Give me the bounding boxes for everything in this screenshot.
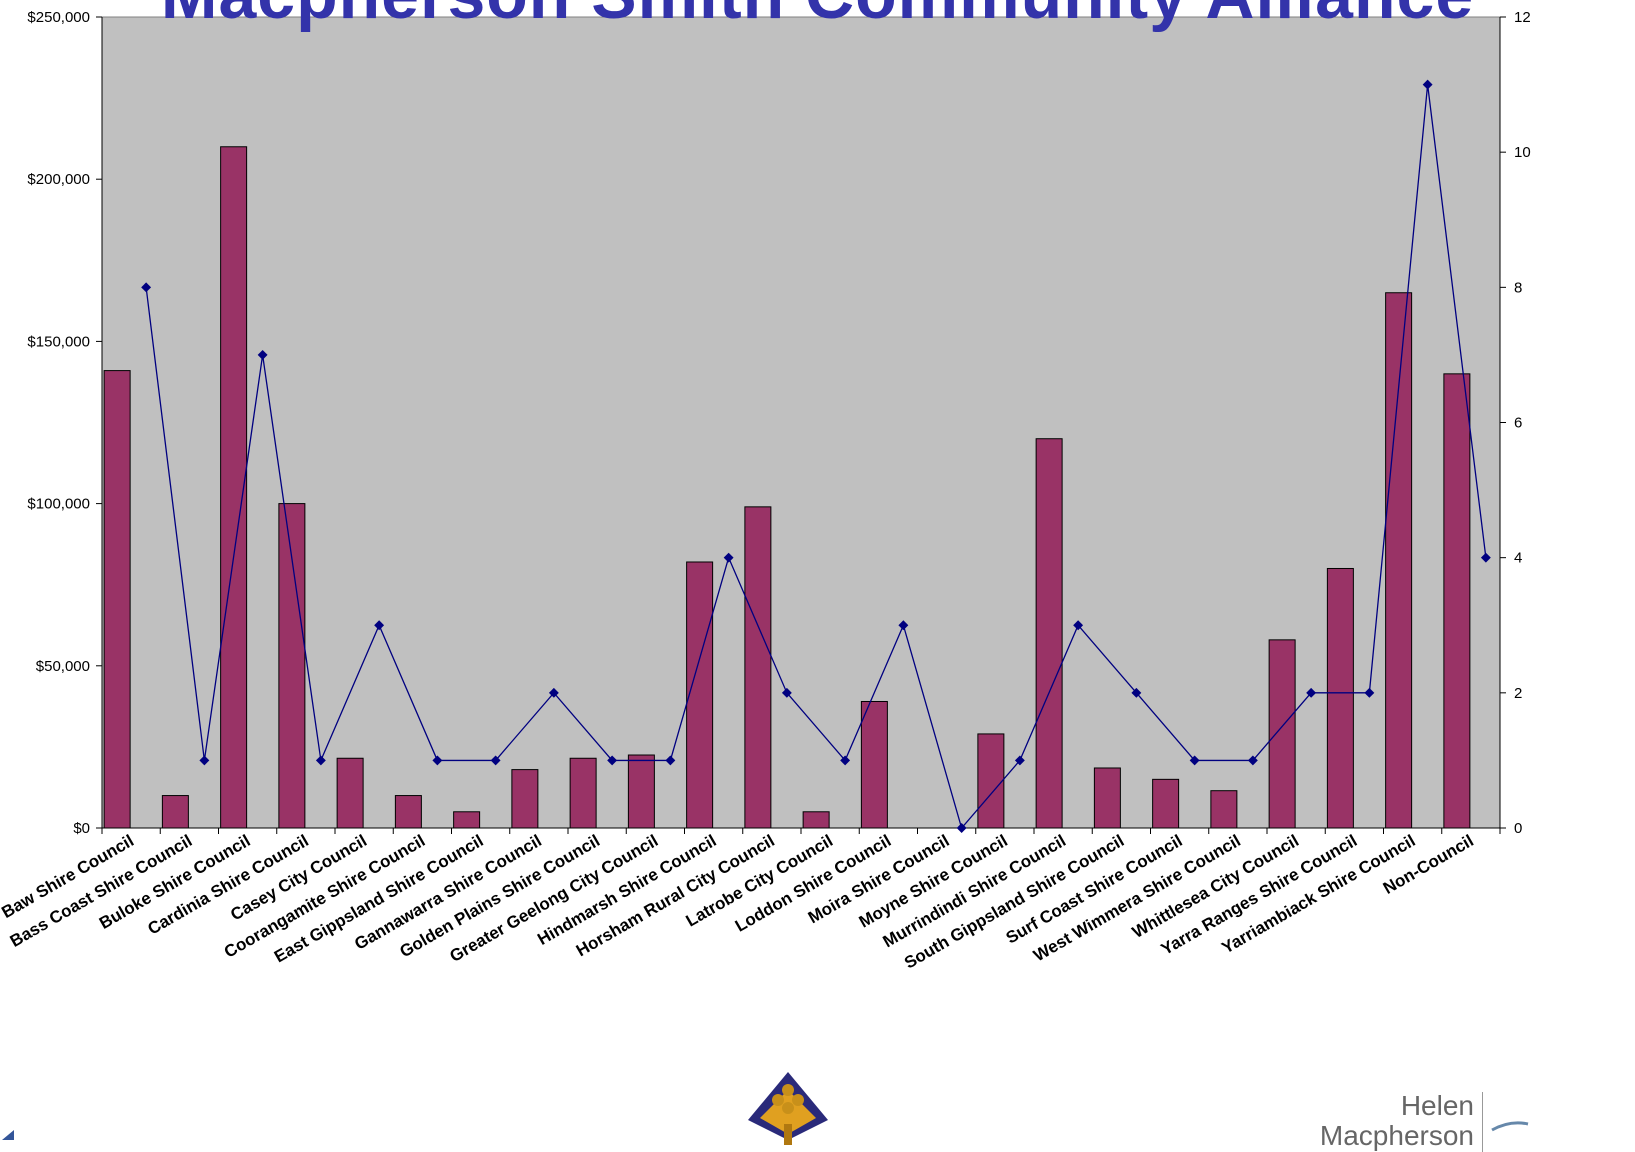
bar (336, 757, 364, 829)
bar (569, 757, 597, 829)
bar (744, 506, 772, 829)
count-point (1189, 755, 1200, 766)
bar (220, 146, 248, 829)
y-right-tick-label: 0 (1514, 820, 1522, 837)
bar (977, 733, 1005, 829)
count-point (490, 755, 501, 766)
count-point (956, 823, 967, 833)
count-point (1014, 755, 1025, 766)
count-point (315, 755, 326, 766)
count-point (1247, 755, 1258, 766)
count-point (898, 620, 909, 631)
count-point (840, 755, 851, 766)
y-left-tick-label: $200,000 (27, 171, 90, 188)
bar (394, 795, 422, 829)
count-point (781, 687, 792, 698)
bar (1093, 767, 1121, 829)
bar (1268, 639, 1296, 829)
bar (453, 811, 481, 829)
logo-line-1: Helen (1400, 1090, 1474, 1121)
bar (161, 795, 189, 829)
page-title: Macpherson Smith Community Alliance (0, 0, 1635, 30)
count-point (1306, 687, 1317, 698)
count-point (432, 755, 443, 766)
logo-divider (1482, 1092, 1483, 1152)
quill-icon (1491, 1121, 1529, 1132)
y-left-tick-label: $0 (73, 820, 90, 837)
bar (1326, 567, 1354, 829)
bar (511, 769, 539, 829)
bar (278, 503, 306, 829)
y-left-tick-label: $250,000 (27, 9, 90, 26)
y-right-tick-label: 4 (1514, 550, 1522, 567)
y-right-tick-label: 10 (1514, 144, 1531, 161)
count-line (145, 84, 1487, 830)
count-point (1073, 620, 1084, 631)
y-right-tick-label: 8 (1514, 279, 1522, 296)
count-point (1131, 687, 1142, 698)
y-right-tick-label: 12 (1514, 9, 1531, 26)
partial-logo-icon (2, 1130, 14, 1140)
bar (802, 811, 830, 829)
bar (1443, 373, 1471, 829)
bar (1210, 790, 1238, 829)
bar (627, 754, 655, 829)
y-right-tick-label: 6 (1514, 415, 1522, 432)
count-point (665, 755, 676, 766)
count-point (548, 687, 559, 698)
y-right-tick-label: 2 (1514, 685, 1522, 702)
count-point (374, 620, 385, 631)
count-point (1422, 79, 1433, 90)
y-left-tick-label: $150,000 (27, 333, 90, 350)
y-left-tick-label: $50,000 (36, 658, 90, 675)
bar (860, 700, 888, 829)
count-point (607, 755, 618, 766)
bar (103, 370, 131, 829)
y-left-tick-label: $100,000 (27, 496, 90, 513)
plot-area (101, 16, 1501, 829)
community-emblem-icon (748, 1072, 828, 1145)
count-point (1364, 687, 1375, 698)
bar (686, 561, 714, 829)
bar (1385, 292, 1413, 829)
count-point (1480, 552, 1491, 563)
count-point (199, 755, 210, 766)
count-point (141, 282, 152, 293)
count-point (723, 552, 734, 563)
count-point (257, 349, 268, 360)
bar (1152, 778, 1180, 829)
bar (1035, 438, 1063, 829)
